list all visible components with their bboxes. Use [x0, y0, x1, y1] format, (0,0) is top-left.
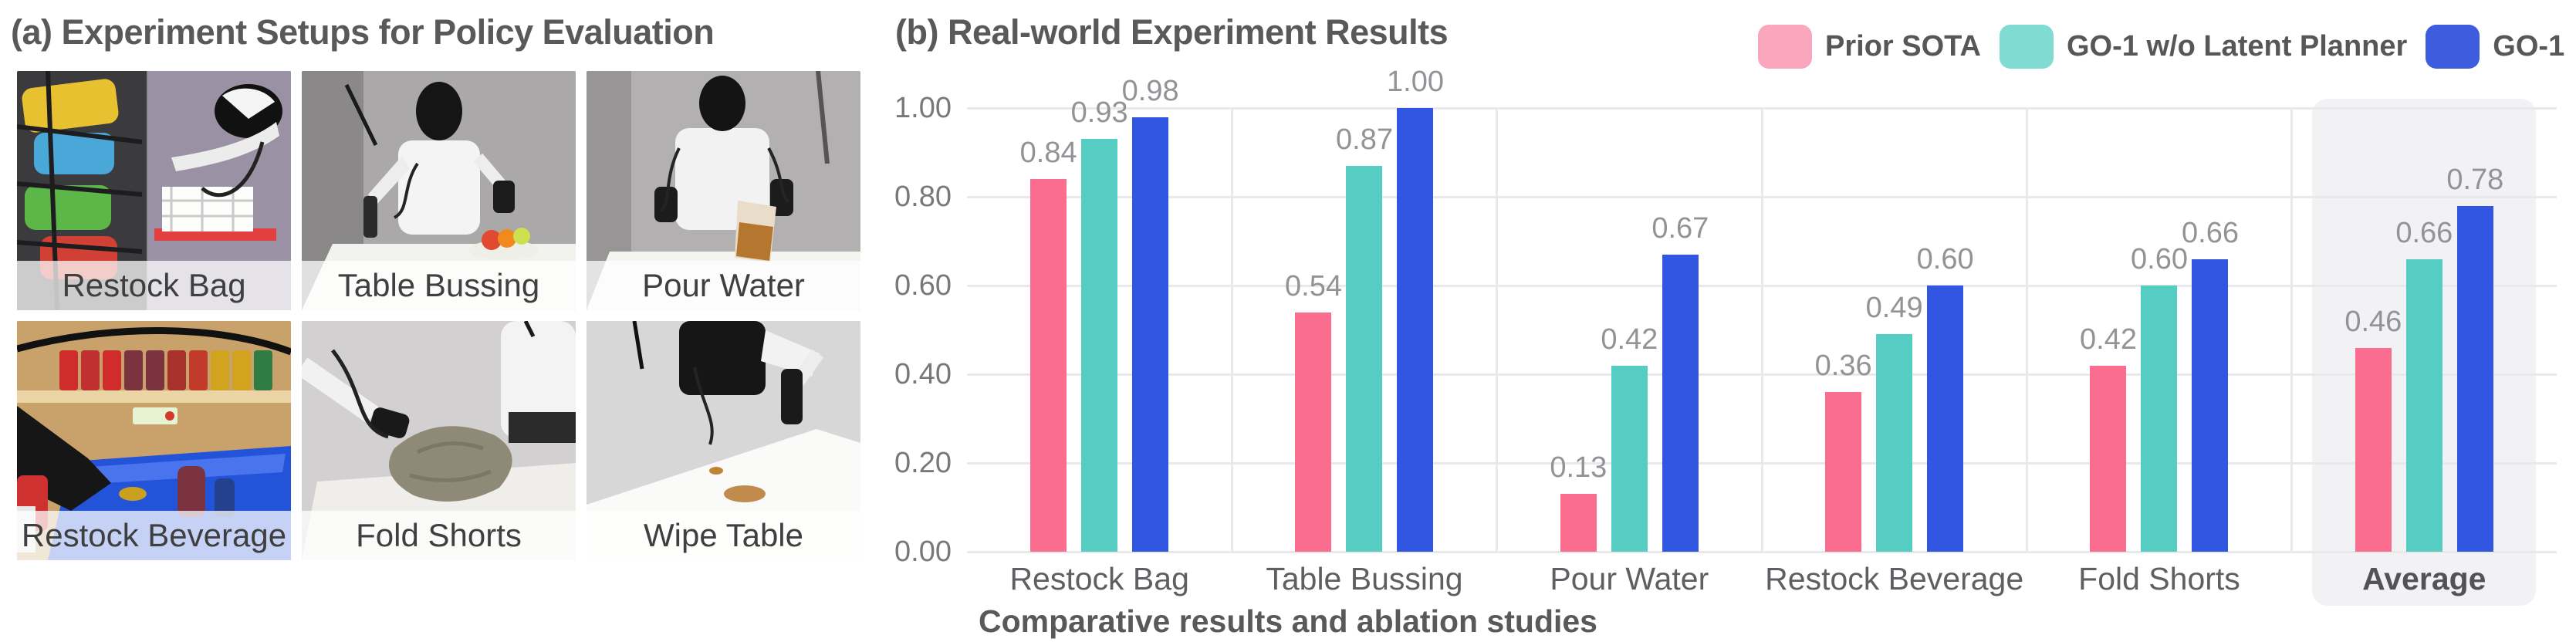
photo-restock-bag: Restock Bag [17, 71, 291, 310]
restock-bag-illustration [17, 71, 291, 310]
x-axis-category-label: Pour Water [1550, 561, 1709, 596]
y-axis-tick-label: 0.60 [894, 269, 952, 302]
legend-label: GO-1 [2493, 29, 2565, 63]
bar-group-pour-water: 0.13 0.42 0.67 Pour Water [1497, 108, 1762, 596]
bar-go-1 [1132, 117, 1169, 552]
bar-value-label: 0.42 [1601, 323, 1658, 356]
photo-label: Restock Bag [62, 267, 246, 303]
legend-item-1: GO-1 w/o Latent Planner [2000, 24, 2408, 69]
bar-go-1-w-o-latent-planner [1876, 334, 1913, 552]
bar-prior-sota [2355, 347, 2392, 552]
bar-value-label: 0.46 [2344, 305, 2402, 338]
bar-value-label: 0.84 [1019, 137, 1077, 169]
group-separator-line [2290, 108, 2294, 552]
photo-label: Table Bussing [337, 267, 540, 303]
bar-go-1-w-o-latent-planner [1081, 139, 1118, 552]
group-separator-line [2025, 108, 2028, 552]
gridline [967, 550, 2557, 553]
legend-swatch-icon [2000, 24, 2054, 69]
photo-label-band: Restock Beverage [17, 511, 291, 560]
bar-go-1 [2456, 205, 2493, 552]
bar-go-1-w-o-latent-planner [1346, 165, 1383, 552]
bar-prior-sota [1560, 494, 1597, 552]
bar-group-average: 0.46 0.66 0.78 Average [2292, 108, 2557, 597]
bar-value-label: 0.67 [1651, 211, 1709, 245]
legend-label: GO-1 w/o Latent Planner [2067, 29, 2408, 63]
bar-group-table-bussing: 0.54 0.87 1.00 Table Bussing [1232, 66, 1496, 596]
y-axis-tick-label: 0.80 [894, 181, 952, 213]
legend-item-2: GO-1 [2426, 24, 2565, 69]
bar-value-label: 0.42 [2080, 323, 2137, 356]
x-axis-category-label: Average [2362, 561, 2486, 596]
y-axis-tick-label: 0.00 [894, 536, 952, 568]
y-axis-tick-label: 0.40 [894, 358, 952, 390]
photo-label-band: Restock Bag [17, 261, 291, 310]
x-axis-category-label: Restock Beverage [1765, 561, 2024, 596]
group-separator-line [1230, 108, 1233, 552]
bar-value-label: 1.00 [1387, 66, 1444, 98]
bar-go-1-w-o-latent-planner [1611, 365, 1648, 552]
bar-value-label: 0.13 [1550, 451, 1607, 485]
photo-table-bussing: Table Bussing [302, 71, 576, 310]
group-separator-line [1760, 108, 1763, 552]
bar-go-1 [2192, 258, 2229, 552]
y-axis-tick-label: 0.20 [894, 447, 952, 479]
y-axis-tick-label: 1.00 [894, 92, 952, 124]
x-axis-category-label: Table Bussing [1266, 561, 1463, 596]
bar-value-label: 0.93 [1070, 96, 1128, 130]
photo-label-band: Table Bussing [302, 261, 576, 310]
bar-value-label: 0.98 [1121, 74, 1179, 107]
bar-value-label: 0.87 [1336, 123, 1393, 156]
legend-swatch-icon [2426, 24, 2480, 69]
photo-label: Wipe Table [643, 517, 803, 553]
chart-legend: Prior SOTA GO-1 w/o Latent Planner GO-1 [1758, 23, 2564, 69]
bar-value-label: 0.60 [2131, 243, 2188, 275]
group-separator-line [1496, 108, 1499, 552]
figure-caption: Comparative results and ablation studies [979, 603, 1597, 639]
photo-restock-beverage: Restock Beverage [17, 321, 291, 560]
bar-value-label: 0.60 [1916, 243, 1974, 275]
bar-group-fold-shorts: 0.42 0.60 0.66 Fold Shorts [2027, 108, 2291, 597]
bar-go-1 [1662, 254, 1699, 552]
bar-value-label: 0.78 [2446, 163, 2504, 196]
photo-fold-shorts: Fold Shorts [302, 321, 576, 560]
legend-swatch-icon [1758, 24, 1812, 69]
photo-label: Pour Water [642, 267, 805, 303]
bar-value-label: 0.66 [2182, 216, 2239, 249]
bar-go-1 [1397, 108, 1434, 552]
photo-label-band: Wipe Table [587, 511, 860, 560]
photo-label-band: Pour Water [587, 261, 860, 310]
photo-label-band: Fold Shorts [302, 511, 576, 560]
panel-b-title: (b) Real-world Experiment Results [895, 12, 1449, 52]
panel-a-title: (a) Experiment Setups for Policy Evaluat… [11, 12, 715, 52]
legend-item-0: Prior SOTA [1758, 24, 1981, 69]
photo-label: Fold Shorts [356, 517, 522, 553]
legend-label: Prior SOTA [1825, 29, 1981, 63]
bar-prior-sota [1825, 392, 1862, 552]
bar-go-1 [1927, 286, 1964, 552]
photo-wipe-table: Wipe Table [587, 321, 860, 560]
experiment-photo-grid: Restock Bag Table Bussing [17, 71, 860, 560]
bar-prior-sota [1295, 312, 1332, 552]
bar-value-label: 0.54 [1285, 269, 1342, 302]
x-axis-category-label: Fold Shorts [2078, 561, 2240, 596]
bar-go-1-w-o-latent-planner [2405, 258, 2442, 552]
bar-group-restock-beverage: 0.36 0.49 0.60 Restock Beverage [1762, 108, 2027, 596]
bar-group-restock-bag: 0.84 0.93 0.98 Restock Bag [967, 76, 1232, 597]
photo-label: Restock Beverage [21, 517, 287, 553]
bar-value-label: 0.36 [1814, 350, 1872, 382]
x-axis-category-label: Restock Bag [1009, 561, 1189, 596]
bar-prior-sota [2090, 365, 2127, 552]
photo-pour-water: Pour Water [587, 71, 860, 310]
bar-chart-plot: 0.00 0.20 0.40 0.60 0.80 1.00 0.84 0.93 0.98 Rest… [894, 66, 2557, 606]
bar-value-label: 0.49 [1865, 292, 1923, 325]
bar-prior-sota [1030, 179, 1067, 552]
bar-go-1-w-o-latent-planner [2141, 286, 2178, 552]
bar-value-label: 0.66 [2395, 216, 2453, 249]
